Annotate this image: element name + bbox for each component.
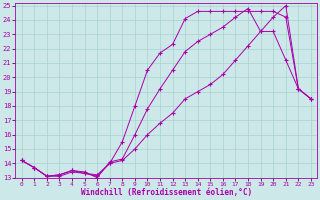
X-axis label: Windchill (Refroidissement éolien,°C): Windchill (Refroidissement éolien,°C) [81, 188, 252, 197]
